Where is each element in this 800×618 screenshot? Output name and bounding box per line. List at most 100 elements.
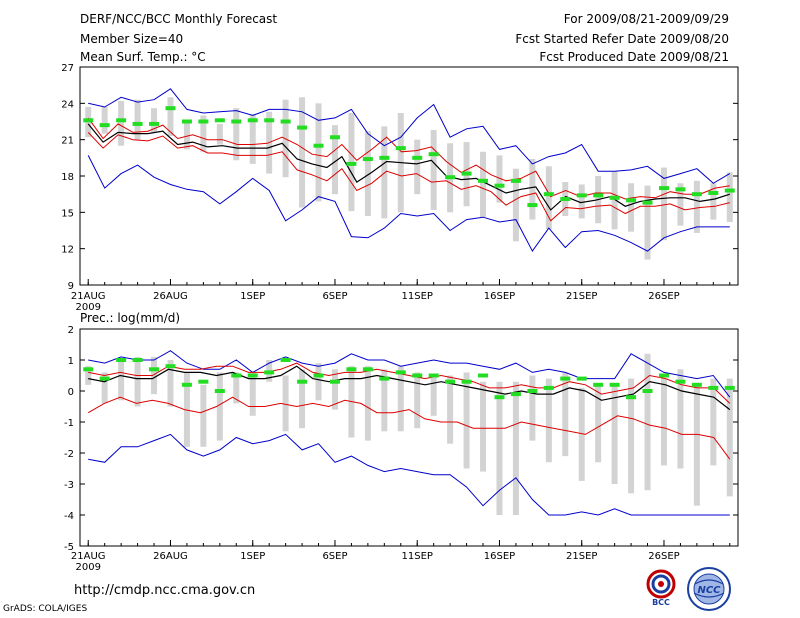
temp-panel: 9 12 15 18 21 24 27 21AUG 26AUG 1SEP 6SEP 11SEP 16SE… <box>61 63 739 313</box>
prec-box-bar <box>118 360 125 401</box>
temp-climate-mark <box>362 157 373 162</box>
prec-climate-mark <box>297 379 308 384</box>
temp-climate-mark <box>264 118 275 123</box>
temp-climate-mark <box>214 118 225 123</box>
prec-climate-mark <box>593 382 604 387</box>
prec-box-bar <box>447 375 454 444</box>
temp-box-bar <box>480 151 487 218</box>
prec-climate-mark <box>691 382 702 387</box>
temp-climate-mark <box>231 119 242 124</box>
temp-box-bar <box>118 100 125 146</box>
prec-box-bar <box>726 378 733 497</box>
prec-box-bar <box>496 381 503 515</box>
temp-xtick-label: 6SEP <box>322 291 347 302</box>
temp-box-bar <box>101 106 108 134</box>
prec-climate-mark <box>428 373 439 378</box>
prec-box-bar <box>644 353 651 491</box>
prec-climate-mark <box>576 376 587 381</box>
prec-box-bar <box>693 384 700 506</box>
temp-xtick-label: 11SEP <box>402 291 433 302</box>
temp-climate-mark <box>461 171 472 176</box>
prec-title: Prec.: log(mm/d) <box>80 311 180 325</box>
temp-climate-mark <box>560 197 571 202</box>
prec-climate-mark <box>132 358 143 362</box>
prec-box-bar <box>529 375 536 441</box>
temp-ytick-label: 21 <box>61 136 74 147</box>
prec-climate-mark <box>395 370 406 375</box>
temp-climate-mark <box>428 152 439 157</box>
prec-mean-line <box>88 365 731 411</box>
temp-climate-mark <box>395 146 406 151</box>
prec-ytick-label: -3 <box>64 480 74 491</box>
temp-ytick-label: 27 <box>61 63 74 74</box>
temp-ytick-label: 18 <box>61 172 74 183</box>
temp-climate-mark <box>116 118 127 123</box>
prec-climate-mark <box>510 392 521 397</box>
prec-box-bar <box>167 360 174 407</box>
temp-box-bar <box>216 123 223 145</box>
site-url[interactable]: http://cmdp.ncc.cma.gov.cn <box>74 583 256 598</box>
prec-climate-mark <box>247 373 258 378</box>
prec-box-bar <box>463 372 470 469</box>
temp-box-bar <box>430 129 437 210</box>
temp-climate-mark <box>280 119 291 124</box>
temp-climate-mark <box>412 155 423 160</box>
temp-xtick-label: 21SEP <box>566 291 597 302</box>
temp-climate-mark <box>346 161 357 166</box>
grads-credit: GrADS: COLA/IGES <box>3 604 88 614</box>
prec-box-bar <box>512 381 519 515</box>
temp-xtick-label: 16SEP <box>484 291 515 302</box>
temp-box-bar <box>611 171 618 230</box>
temp-climate-mark <box>543 192 554 197</box>
prec-climate-mark <box>264 370 275 375</box>
prec-box-bar <box>233 372 240 404</box>
temp-climate-mark <box>642 200 653 205</box>
prec-xtick-label: 21AUG <box>71 551 106 562</box>
temp-climate-mark <box>675 187 686 192</box>
temp-box-bar <box>512 168 519 242</box>
prec-ytick-label: -2 <box>64 449 74 460</box>
temp-box-bar <box>545 166 552 230</box>
prec-climate-mark <box>198 379 209 384</box>
prec-climate-mark <box>116 358 127 362</box>
prec-upper-line <box>88 362 731 404</box>
temp-box-bar <box>578 184 585 219</box>
temp-climate-mark <box>478 178 489 183</box>
temp-box-bar <box>644 185 651 260</box>
prec-climate-mark <box>379 376 390 381</box>
temp-climate-mark <box>708 190 719 195</box>
prec-box-bar <box>364 366 371 441</box>
prec-climate-mark <box>560 376 571 381</box>
temp-max-line <box>88 88 731 184</box>
temp-xtick-label: 26SEP <box>648 291 679 302</box>
temp-year-label: 2009 <box>75 302 100 313</box>
prec-box-bar <box>414 372 421 429</box>
temp-box-bar <box>628 183 635 232</box>
prec-panel: -5 -4 -3 -2 -1 0 1 2 21AUG 26AUG 1SEP 6SEP 11SEP 16SE… <box>64 325 739 573</box>
temp-climate-mark <box>165 106 176 111</box>
temp-climate-mark <box>379 155 390 160</box>
temp-min-line <box>87 155 730 253</box>
prec-box-bar <box>578 387 585 481</box>
prec-box-bar <box>85 366 92 385</box>
prec-climate-mark <box>313 373 324 378</box>
prec-climate-mark <box>149 367 160 372</box>
temp-climate-mark <box>445 175 456 180</box>
prec-box-bar <box>710 378 717 466</box>
prec-frame <box>79 328 739 547</box>
temp-box-bar <box>381 126 388 219</box>
prec-ytick-label: -1 <box>64 418 74 429</box>
temp-box-bar <box>364 131 371 216</box>
temp-box-bar <box>529 159 536 220</box>
prec-climate-mark <box>675 379 686 384</box>
ncc-logo-icon: NCC <box>687 567 731 611</box>
temp-climate-mark <box>691 192 702 197</box>
temp-box-bar <box>183 121 190 150</box>
prec-box-bar <box>611 384 618 484</box>
temp-box-bar <box>167 97 174 137</box>
prec-box-bar <box>595 384 602 463</box>
forecast-title: DERF/NCC/BCC Monthly Forecast <box>80 12 278 26</box>
temp-climate-mark <box>313 143 324 148</box>
prec-climate-mark <box>362 367 373 372</box>
temp-box-bar <box>233 108 240 161</box>
